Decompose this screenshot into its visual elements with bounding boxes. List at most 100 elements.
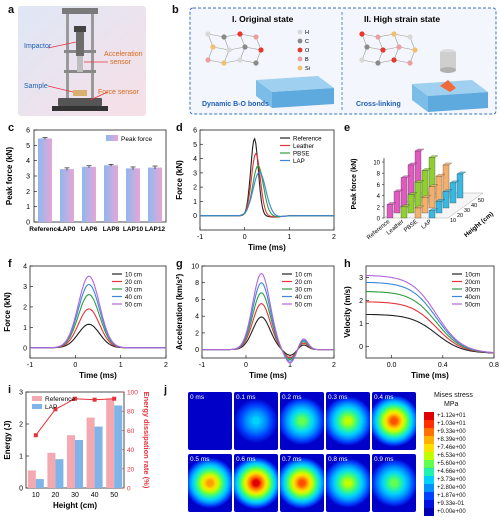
e-bar-top (407, 162, 418, 166)
original-state-title: I. Original state (232, 14, 294, 24)
panel-e: e 0 2 4 6 8 10 Reference Leather PBSE LAP 10 20 30 40… (340, 122, 500, 258)
mises-legend-swatch (424, 476, 434, 484)
stress-frame: 0.3 ms (326, 392, 370, 450)
acc-sensor-label-2: sensor (110, 59, 132, 66)
f-series-line (30, 323, 166, 349)
e-bar-top (428, 184, 439, 187)
legend-c-atom (297, 38, 303, 44)
acc-sensor-label-1: Acceleration (104, 51, 143, 58)
g-y-tick-label: 0 (195, 347, 199, 354)
bond-line (244, 46, 262, 51)
mises-legend-title: Mises stress (434, 392, 473, 399)
mises-legend-swatch (424, 460, 434, 468)
mises-legend-swatch (424, 508, 434, 516)
f-series-line (30, 283, 166, 349)
mises-legend-value: +7.46e+00 (437, 445, 466, 451)
c-legend-text: Peak force (121, 136, 152, 143)
d-plot-frame (199, 129, 335, 231)
e-bar-top (400, 175, 411, 178)
mises-legend-value: +1.03e+01 (437, 421, 466, 427)
mises-legend-row: +1.12e+01 (424, 412, 498, 420)
stress-frame-time: 0.2 ms (282, 394, 302, 401)
bond-line (366, 46, 384, 51)
panel-c-label: c (8, 122, 15, 134)
e-bar-top (428, 208, 439, 211)
atom-circle (396, 44, 402, 50)
mises-legend-value: +1.87e+00 (437, 493, 466, 499)
gel-block-left (256, 76, 334, 108)
f-y-tick-label: 3 (23, 284, 27, 291)
i-legend-text: Reference (45, 396, 75, 403)
mises-legend-swatch (424, 412, 434, 420)
stress-frame-time: 0.7 ms (282, 456, 302, 463)
h-y-tick-label: 2 (359, 298, 363, 305)
g-x-tick-label: 1 (288, 362, 292, 369)
mises-legend-value: +4.66e+00 (437, 469, 466, 475)
h-y-tick-label: 1 (359, 321, 363, 328)
bond-line (212, 46, 230, 51)
g-y-tick-label: 8 (195, 280, 199, 287)
f-y-tick-label: 2 (23, 304, 27, 311)
i-y-tick-label: 1 (19, 454, 23, 461)
mises-legend-swatch (424, 468, 434, 476)
i-rate-point (112, 396, 117, 401)
g-x-axis-label: Time (ms) (249, 371, 287, 380)
i-legend-swatch (32, 396, 42, 401)
f-x-tick-label: 2 (164, 362, 168, 369)
mises-legend-swatch (424, 444, 434, 452)
stress-frame-time: 0.4 ms (374, 394, 394, 401)
stress-frame-time: 0.1 ms (236, 394, 256, 401)
panel-f: f -1 0 1 2 0 1 2 3 4 10 cm 20 cm 30 cm 40 cm 50 cm Tim… (0, 258, 172, 384)
panel-b: b I. Original state II. High strain stat… (150, 0, 500, 118)
bond-line (398, 46, 416, 51)
c-y-tick-label: 0 (26, 220, 30, 227)
mises-legend-row: +2.80e+00 (424, 484, 498, 492)
i-y2-tick-label: 100 (127, 390, 138, 397)
e-bar-top (414, 205, 425, 209)
f-series-line (30, 308, 166, 349)
e-bar-top (428, 155, 439, 158)
legend-b-text: B (305, 57, 309, 63)
c-x-tick-label: LAP8 (103, 226, 120, 233)
e-bar (400, 206, 408, 219)
mises-legend-row: +5.60e+00 (424, 460, 498, 468)
f-series-line (30, 275, 166, 349)
d-legend-text: PBSE (293, 150, 310, 157)
f-y-tick-label: 1 (23, 325, 27, 332)
atom-legend: H C O B Si (297, 29, 310, 72)
d-series-line (200, 171, 334, 217)
mises-legend-value: +6.53e+00 (437, 453, 466, 459)
sample-label: Sample (24, 83, 48, 90)
i-rate-point (92, 397, 97, 402)
legend-h-atom (297, 29, 303, 35)
i-bar (35, 479, 44, 488)
stress-frame: 0 ms (188, 392, 232, 450)
e-z-tick-label: 50 (478, 198, 484, 204)
e-x-tick-label: LAP (421, 219, 434, 231)
e-bar (449, 182, 457, 204)
d-y-tick-label: 4 (193, 156, 197, 163)
i-bar (47, 452, 56, 488)
stress-frame-time: 0 ms (190, 394, 205, 401)
i-y-tick-label: 3 (19, 390, 23, 397)
panel-i-label: i (8, 384, 12, 396)
e-z-tick-label: 30 (464, 208, 470, 214)
mises-legend: Mises stress MPa +1.12e+01 +1.03e+01 +9.33… (424, 392, 498, 516)
d-x-tick-label: -1 (197, 234, 203, 241)
e-y-axis-label: Peak force (kN) (351, 159, 358, 210)
f-legend-text: 40 cm (125, 294, 142, 301)
h-legend-text: 50cm (465, 301, 480, 308)
dynamic-bonds-caption: Dynamic B-O bonds (202, 101, 269, 108)
atom-circle (205, 31, 211, 37)
h-series-line (366, 313, 495, 354)
d-y-tick-label: 2 (193, 185, 197, 192)
atom-circle (253, 60, 259, 66)
d-y-tick-label: 3 (193, 170, 197, 177)
e-bar (393, 191, 401, 214)
e-bar-top (414, 148, 425, 152)
stress-frame: 0.8 ms (326, 454, 370, 512)
mises-legend-swatch (424, 492, 434, 500)
e-bar-top (421, 195, 432, 198)
panel-j-label: j (164, 384, 168, 396)
i-bar (75, 440, 83, 488)
